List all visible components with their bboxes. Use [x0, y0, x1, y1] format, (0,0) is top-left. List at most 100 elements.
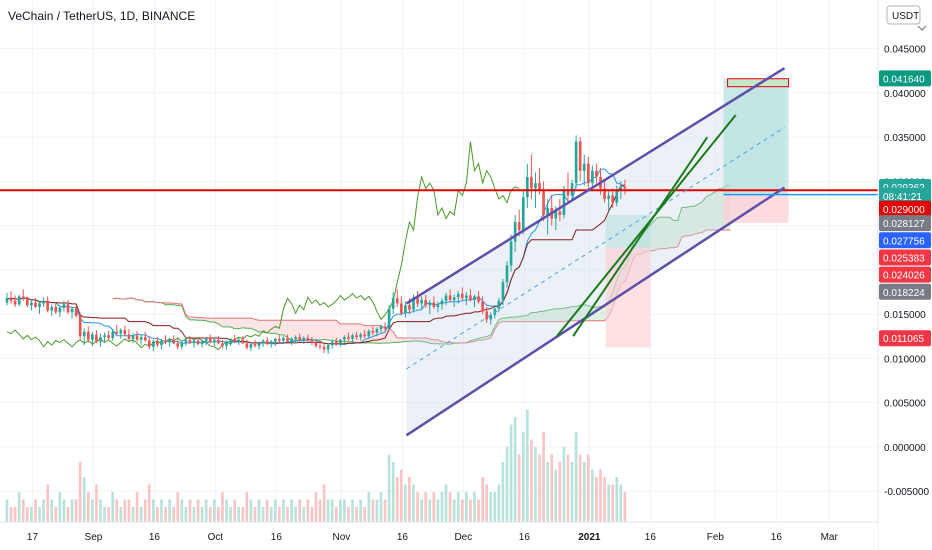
price-tag-label: 0.029000	[883, 205, 925, 216]
volume-bar	[273, 499, 277, 522]
candle-body	[404, 305, 407, 314]
x-tick-label: Mar	[821, 532, 839, 543]
volume-bar	[607, 484, 610, 522]
price-tag	[879, 249, 931, 266]
cloud-segment	[360, 323, 365, 343]
cloud-segment	[303, 320, 308, 341]
volume-bar	[326, 499, 330, 522]
time-axis[interactable]: 17 Sep 16 Oct 16 Nov 16 Dec 16 2021 16 Feb 16 Mar	[0, 521, 878, 550]
candle-body	[306, 337, 310, 341]
candle-body	[379, 326, 383, 330]
candle-body	[139, 337, 143, 340]
currency-button-label: USDT	[892, 11, 919, 22]
volume-bar	[611, 484, 615, 522]
candle-body	[127, 334, 131, 339]
volume-bar	[424, 492, 428, 522]
channel-upper-line	[405, 67, 786, 305]
candle-body	[21, 296, 25, 300]
candle-body	[42, 300, 45, 304]
volume-bar	[436, 499, 440, 522]
candle-body	[107, 335, 110, 338]
volume-bar	[489, 492, 493, 522]
candle-body	[603, 188, 606, 200]
cloud-segment	[311, 320, 316, 341]
volume-bar	[21, 499, 25, 522]
x-tick-label: Oct	[208, 532, 224, 543]
candle-body	[119, 330, 123, 334]
volume-bar	[46, 484, 49, 522]
candle-body	[123, 330, 127, 335]
candle-body	[558, 211, 562, 215]
volume-bar	[278, 507, 281, 522]
volume-bar	[58, 492, 62, 522]
cloud-segment	[307, 320, 312, 341]
chevron-down-icon	[917, 25, 927, 31]
cloud-segment	[320, 320, 325, 340]
volume-bar	[351, 499, 354, 522]
candle-body	[261, 340, 265, 344]
volume-bar	[558, 462, 562, 522]
volume-bar	[9, 507, 13, 522]
candle-body	[538, 183, 541, 191]
green-trendline	[572, 136, 709, 337]
candle-body	[208, 338, 212, 343]
cloud-segment	[413, 337, 418, 342]
price-tag	[879, 283, 931, 300]
cloud-segment	[421, 337, 426, 342]
stop-zone	[723, 194, 789, 223]
candle-body	[542, 190, 545, 215]
volume-bar	[460, 499, 464, 522]
price-tag-label: 0.028127	[883, 219, 925, 230]
candle-body	[82, 331, 86, 337]
candle-body	[62, 304, 66, 308]
candle-body	[176, 343, 180, 347]
volume-bar	[127, 499, 131, 522]
cloud-segment	[507, 317, 512, 322]
candle-body	[257, 343, 261, 346]
volume-bar	[188, 499, 192, 522]
x-tick-label: 16	[271, 532, 283, 543]
candle-body	[424, 299, 428, 306]
candle-body	[298, 337, 302, 340]
volume-bar	[420, 499, 423, 522]
candle-body	[517, 222, 521, 231]
volume-bar	[62, 499, 66, 522]
volume-bar	[30, 507, 33, 522]
volume-bar	[550, 454, 554, 522]
price-tag	[879, 70, 931, 87]
candle-body	[26, 299, 29, 306]
candle-body	[50, 307, 54, 311]
candle-body	[9, 298, 13, 301]
candle-body	[347, 337, 350, 339]
volume-bar	[13, 507, 17, 522]
candle-body	[196, 340, 200, 345]
cloud-segment	[437, 339, 442, 344]
cloud-segment	[519, 315, 524, 322]
volume-bar	[156, 507, 159, 522]
volume-bar	[17, 492, 21, 522]
candle-body	[428, 302, 432, 306]
volume-bar	[221, 492, 224, 522]
volume-bar	[566, 454, 570, 522]
volume-bar	[513, 417, 517, 522]
price-tag	[879, 215, 931, 232]
candle-body	[322, 346, 326, 350]
volume-bar	[212, 499, 216, 522]
volume-bar	[477, 499, 480, 522]
cloud-segment	[600, 306, 605, 321]
channel-fill	[406, 68, 785, 436]
channel-mid-line	[406, 126, 785, 370]
candle-body	[86, 331, 90, 340]
currency-button[interactable]: USDT	[886, 5, 927, 31]
volume-bar	[74, 499, 78, 522]
volume-bar	[359, 499, 362, 522]
volume-bar	[578, 454, 582, 522]
candle-body	[286, 337, 289, 342]
candle-body	[273, 338, 277, 342]
cloud-segment	[259, 320, 264, 333]
candle-body	[131, 335, 135, 339]
candle-body	[440, 300, 444, 305]
drawings[interactable]	[0, 67, 878, 437]
volume-bar	[371, 499, 375, 522]
